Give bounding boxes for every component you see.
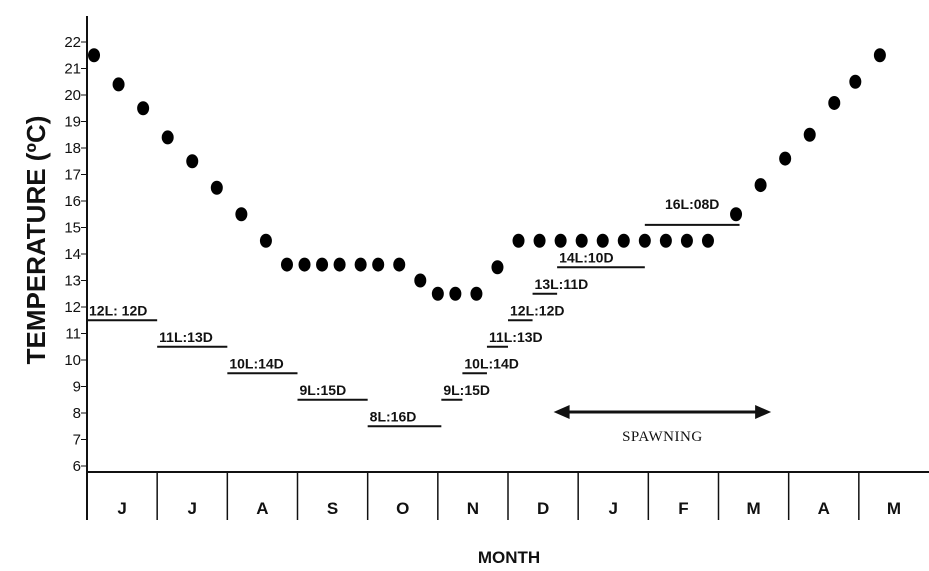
temperature-point	[449, 286, 462, 301]
temperature-point	[137, 101, 150, 116]
temperature-point	[730, 207, 743, 222]
spawning-annotation: SPAWNING	[553, 405, 772, 445]
temperature-point	[754, 178, 767, 193]
temperature-point	[414, 273, 427, 288]
temperature-point	[112, 77, 125, 92]
spawning-arrow-right-head	[755, 405, 772, 419]
temperature-point	[533, 233, 546, 248]
y-tick-label: 15	[64, 220, 81, 237]
y-tick-label: 7	[73, 432, 81, 449]
temperature-point	[259, 233, 272, 248]
temperature-point	[779, 151, 792, 166]
y-tick-label: 8	[73, 405, 81, 422]
month-label: J	[188, 499, 197, 518]
temperature-point	[298, 257, 311, 272]
month-label: N	[467, 499, 479, 518]
temperature-point	[491, 260, 504, 275]
temperature-point	[354, 257, 367, 272]
month-label: O	[396, 499, 409, 518]
y-axis-label: TEMPERATURE (ºC)	[21, 116, 51, 365]
temperature-point	[575, 233, 588, 248]
photoperiod-label: 10L:14D	[229, 355, 283, 371]
y-tick-label: 6	[73, 458, 81, 475]
temperature-point	[372, 257, 385, 272]
y-tick-label: 21	[64, 61, 81, 78]
y-tick-label: 14	[64, 246, 81, 263]
month-label: A	[818, 499, 830, 518]
temperature-point	[596, 233, 609, 248]
temperature-point	[210, 180, 223, 195]
photoperiod-label: 13L:11D	[535, 276, 589, 292]
month-label: M	[887, 499, 901, 518]
temperature-point	[803, 127, 816, 142]
temperature-point	[186, 154, 199, 169]
temperature-point	[393, 257, 406, 272]
y-tick-label: 10	[64, 352, 81, 369]
photoperiod-lines: 12L: 12D 11L:13D 10L:14D 9L:15D 8L:16D 9L:15D…	[87, 196, 740, 428]
temperature-point	[316, 257, 329, 272]
temperature-point	[849, 74, 862, 89]
month-label: D	[537, 499, 549, 518]
temperature-point	[333, 257, 346, 272]
photoperiod-label: 11L:13D	[489, 329, 543, 345]
photoperiod-label: 12L:12D	[510, 302, 564, 318]
y-tick-label: 12	[64, 299, 81, 316]
month-label: S	[327, 499, 338, 518]
photoperiod-label: 14L:10D	[559, 249, 613, 265]
y-tick-label: 20	[64, 87, 81, 104]
temperature-points	[88, 48, 886, 301]
temperature-point	[88, 48, 101, 63]
photoperiod-label: 10L:14D	[464, 355, 518, 371]
month-label: F	[678, 499, 688, 518]
spawning-label: SPAWNING	[622, 429, 703, 445]
temperature-point	[470, 286, 483, 301]
temperature-point	[431, 286, 444, 301]
month-label: J	[609, 499, 618, 518]
temperature-point	[873, 48, 886, 63]
photoperiod-label: 11L:13D	[159, 329, 213, 345]
temperature-point	[638, 233, 651, 248]
photoperiod-label: 12L: 12D	[89, 302, 147, 318]
temperature-point	[701, 233, 714, 248]
temperature-point	[680, 233, 693, 248]
photoperiod-label: 9L:15D	[443, 382, 490, 398]
month-label: J	[117, 499, 126, 518]
photoperiod-label: 9L:15D	[300, 382, 347, 398]
spawning-arrow-left-head	[553, 405, 570, 419]
temperature-point	[512, 233, 525, 248]
y-tick-label: 18	[64, 140, 81, 157]
month-label: M	[746, 499, 760, 518]
y-tick-label: 13	[64, 273, 81, 290]
temperature-point	[161, 130, 174, 145]
photoperiod-label: 8L:16D	[370, 408, 417, 424]
y-tick-label: 22	[64, 34, 81, 51]
temperature-point	[280, 257, 293, 272]
y-tick-label: 11	[65, 326, 81, 343]
temperature-point	[617, 233, 630, 248]
temperature-point	[828, 95, 841, 110]
y-tick-label: 17	[64, 167, 81, 184]
axes	[86, 16, 929, 520]
month-label: A	[256, 499, 268, 518]
temperature-point	[554, 233, 567, 248]
x-axis-label: MONTH	[478, 548, 540, 567]
y-tick-label: 19	[64, 114, 81, 131]
temperature-point	[235, 207, 248, 222]
y-tick-label: 9	[73, 379, 81, 396]
y-ticks: 6 7 8 9 10 11 12 13 14 15 16 17 18 19 20 21 22	[64, 34, 87, 475]
y-tick-label: 16	[64, 193, 81, 210]
photoperiod-label: 16L:08D	[665, 196, 719, 212]
temperature-point	[659, 233, 672, 248]
